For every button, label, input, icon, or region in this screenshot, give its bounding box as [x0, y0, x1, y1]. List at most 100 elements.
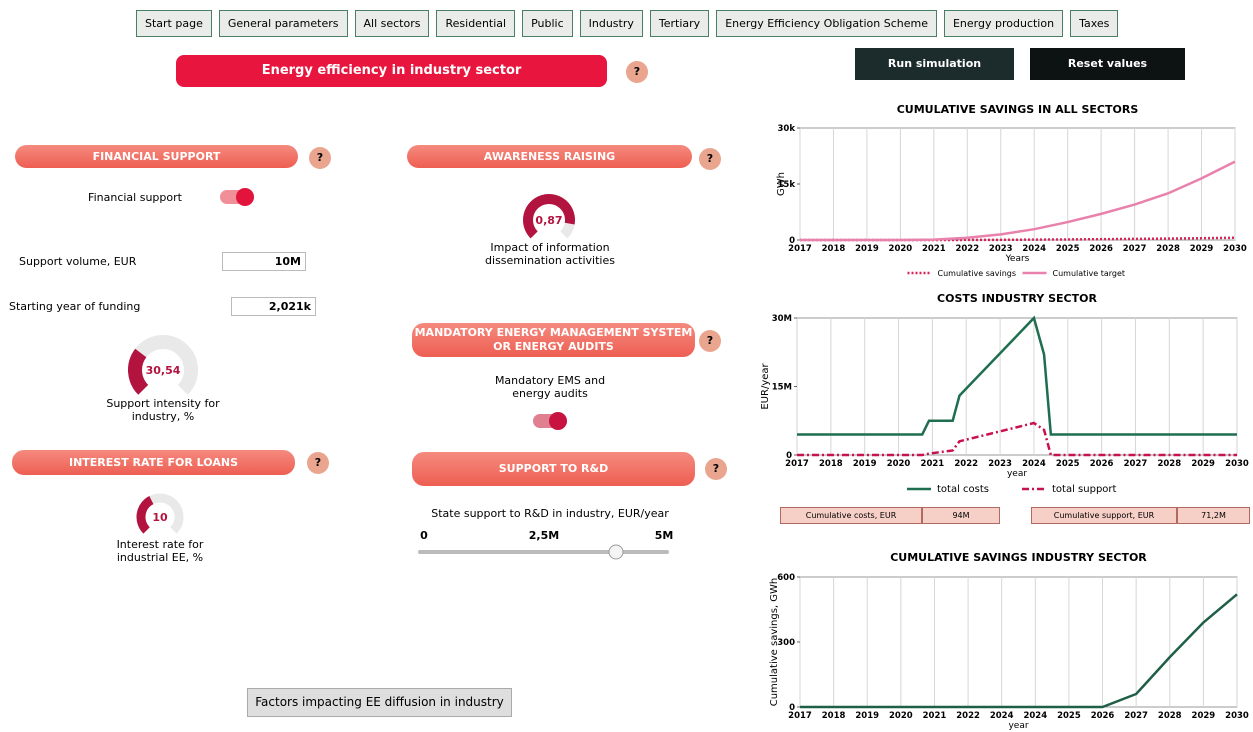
x-tick-label: 2028 — [1158, 711, 1182, 721]
y-tick-label: 15M — [772, 383, 792, 393]
summary-label: Cumulative costs, EUR — [780, 507, 922, 524]
field-label: Support volume, EUR — [19, 255, 137, 268]
x-tick-label: 2026 — [1090, 459, 1114, 469]
x-tick-label: 2017 — [785, 459, 809, 469]
x-tick-label: 2021 — [921, 459, 945, 469]
run-button[interactable]: Run simulation — [855, 48, 1014, 80]
x-axis-label: Years — [1005, 254, 1030, 264]
x-tick-label: 2021 — [922, 244, 946, 254]
y-axis-label: Cumulative savings, GWh — [769, 578, 780, 707]
page-title: Energy efficiency in industry sector — [176, 55, 607, 87]
gauge-arc — [128, 348, 149, 395]
input[interactable]: 2,021k — [231, 297, 316, 316]
nav-tab[interactable]: General parameters — [218, 10, 348, 37]
x-tick-label: 2018 — [822, 711, 846, 721]
x-tick-label: 2020 — [887, 459, 911, 469]
legend-label: total costs — [937, 484, 989, 495]
gauge-caption: Interest rate for industrial EE, % — [116, 538, 204, 564]
gauge-arc — [136, 496, 154, 534]
x-tick-label: 2030 — [1225, 711, 1249, 721]
gauge-caption: Impact of information dissemination acti… — [485, 241, 615, 267]
y-tick-label: 0 — [786, 451, 792, 461]
x-tick-label: 2028 — [1157, 459, 1181, 469]
section-title: INTEREST RATE FOR LOANS — [12, 450, 295, 475]
y-tick-label: 15k — [778, 180, 796, 190]
x-tick-label: 2018 — [822, 244, 846, 254]
gauge-value: 10 — [152, 511, 168, 524]
nav-tab[interactable]: All sectors — [354, 10, 430, 37]
nav-tab[interactable]: Energy production — [943, 10, 1064, 37]
x-tick-label: 2026 — [1091, 711, 1115, 721]
summary-value: 94M — [922, 507, 1000, 524]
section-title: SUPPORT TO R&D — [412, 452, 695, 486]
help-button[interactable]: ? — [307, 452, 329, 474]
x-tick-label: 2017 — [788, 244, 812, 254]
x-tick-label: 2024 — [1023, 711, 1047, 721]
x-tick-label: 2019 — [855, 711, 879, 721]
y-tick-label: 30k — [778, 124, 796, 134]
x-tick-label: 2025 — [1057, 711, 1081, 721]
gauge-value: 30,54 — [146, 364, 181, 377]
nav-tab[interactable]: Public — [522, 10, 573, 37]
slider-handle — [608, 544, 624, 560]
summary-value: 71,2M — [1177, 507, 1250, 524]
x-tick-label: 2030 — [1225, 459, 1249, 469]
slider-label: State support to R&D in industry, EUR/ye… — [431, 507, 669, 520]
x-tick-label: 2019 — [855, 244, 879, 254]
nav-tab[interactable]: Start page — [136, 10, 212, 37]
x-tick-label: 2029 — [1191, 459, 1215, 469]
factors-button[interactable]: Factors impacting EE diffusion in indust… — [247, 688, 512, 717]
summary-label: Cumulative support, EUR — [1031, 507, 1177, 524]
x-tick-label: 2029 — [1192, 711, 1216, 721]
y-tick-label: 600 — [777, 573, 795, 583]
help-button[interactable]: ? — [705, 458, 727, 480]
y-tick-label: 0 — [789, 703, 795, 713]
toggle-knob[interactable] — [549, 412, 567, 430]
toggle-label: Mandatory EMS and energy audits — [494, 374, 606, 400]
x-axis-label: year — [1007, 469, 1027, 479]
nav-bar: Start page General parameters All sectors R… — [136, 10, 1119, 37]
x-tick-label: 2024 — [1022, 244, 1046, 254]
x-tick-label: 2023 — [989, 244, 1013, 254]
x-tick-label: 2026 — [1089, 244, 1113, 254]
x-tick-label: 2022 — [956, 711, 980, 721]
help-button[interactable]: ? — [309, 147, 331, 169]
y-tick-label: 30M — [772, 314, 792, 324]
reset-button[interactable]: Reset values — [1030, 48, 1185, 80]
toggle-label: Financial support — [88, 191, 182, 204]
y-axis-label: GWh — [776, 172, 787, 196]
x-tick-label: 2027 — [1124, 711, 1148, 721]
x-tick-label: 2030 — [1223, 244, 1247, 254]
series-line — [797, 421, 1237, 457]
input[interactable]: 10M — [222, 252, 306, 271]
nav-tab[interactable]: Tertiary — [649, 10, 710, 37]
help-button[interactable]: ? — [699, 148, 721, 170]
nav-tab[interactable]: Energy Efficiency Obligation Scheme — [716, 10, 937, 37]
nav-tab[interactable]: Residential — [436, 10, 516, 37]
help-button[interactable]: ? — [626, 61, 648, 83]
gauge-caption: Support intensity for industry, % — [106, 397, 220, 423]
slider-tick-label: 2,5M — [529, 529, 559, 542]
x-tick-label: 2019 — [853, 459, 877, 469]
section-title: FINANCIAL SUPPORT — [15, 145, 298, 168]
help-button[interactable]: ? — [699, 330, 721, 352]
nav-tab[interactable]: Industry — [579, 10, 643, 37]
x-tick-label: 2022 — [954, 459, 978, 469]
x-tick-label: 2024 — [1022, 459, 1046, 469]
x-tick-label: 2027 — [1123, 244, 1147, 254]
plot-frame — [799, 127, 1236, 241]
x-tick-label: 2017 — [788, 711, 812, 721]
x-tick-label: 2023 — [988, 459, 1012, 469]
nav-tab[interactable]: Taxes — [1070, 10, 1119, 37]
y-axis-label: EUR/year — [760, 362, 771, 409]
toggle-knob[interactable] — [236, 188, 254, 206]
x-tick-label: 2018 — [819, 459, 843, 469]
x-tick-label: 2029 — [1190, 244, 1214, 254]
y-tick-label: 300 — [777, 638, 795, 648]
slider-tick-label: 5M — [655, 529, 674, 542]
x-tick-label: 2022 — [955, 244, 979, 254]
section-title: MANDATORY ENERGY MANAGEMENT SYSTEM OR EN… — [412, 323, 695, 357]
chart-title: COSTS INDUSTRY SECTOR — [937, 292, 1097, 305]
